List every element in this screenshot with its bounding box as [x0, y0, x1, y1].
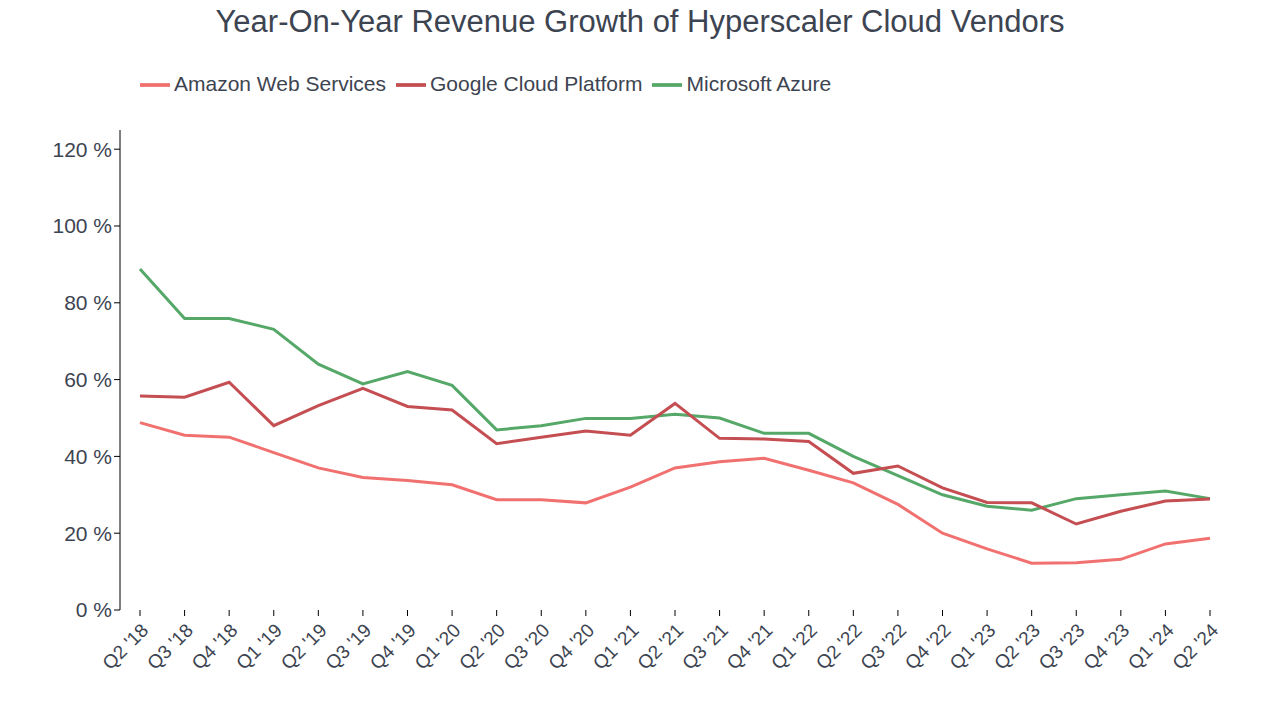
html-text:Google Cloud Platform: Google Cloud Platform: [430, 71, 643, 95]
svg-text:Q3 '20: Q3 '20: [500, 620, 554, 674]
svg-text:60 %: 60 %: [64, 368, 112, 391]
html-text:Year-On-Year Revenue Growth of: Year-On-Year Revenue Growth of Hyperscal…: [215, 4, 1065, 39]
svg-text:Q4 '18: Q4 '18: [188, 620, 242, 674]
svg-text:0 %: 0 %: [76, 598, 112, 621]
svg-text:Q1 '23: Q1 '23: [945, 620, 999, 674]
svg-text:Q4 '19: Q4 '19: [366, 620, 420, 674]
svg-text:Q4 '21: Q4 '21: [723, 620, 777, 674]
svg-text:Q1 '21: Q1 '21: [589, 620, 643, 674]
svg-text:20 %: 20 %: [64, 522, 112, 545]
svg-text:Q4 '23: Q4 '23: [1079, 620, 1133, 674]
svg-text:Q3 '19: Q3 '19: [321, 620, 375, 674]
svg-text:Q4 '22: Q4 '22: [901, 620, 955, 674]
svg-text:Q2 '18: Q2 '18: [98, 620, 152, 674]
svg-text:Q2 '22: Q2 '22: [812, 620, 866, 674]
html-text:Microsoft Azure: Microsoft Azure: [686, 71, 832, 95]
svg-text:Q2 '24: Q2 '24: [1168, 619, 1222, 673]
html-text:Amazon Web Services: Amazon Web Services: [174, 71, 386, 95]
svg-text:Q3 '23: Q3 '23: [1035, 620, 1089, 674]
svg-text:Q2 '20: Q2 '20: [455, 620, 509, 674]
svg-text:Q3 '18: Q3 '18: [143, 620, 197, 674]
svg-text:Q2 '19: Q2 '19: [277, 620, 331, 674]
svg-text:Q1 '24: Q1 '24: [1124, 619, 1178, 673]
svg-text:Q1 '19: Q1 '19: [232, 620, 286, 674]
svg-text:120 %: 120 %: [52, 138, 112, 161]
svg-text:80 %: 80 %: [64, 291, 112, 314]
svg-text:40 %: 40 %: [64, 445, 112, 468]
svg-text:Q2 '23: Q2 '23: [990, 620, 1044, 674]
svg-text:Q1 '22: Q1 '22: [767, 620, 821, 674]
svg-text:Q3 '21: Q3 '21: [678, 620, 732, 674]
svg-text:Q4 '20: Q4 '20: [544, 620, 598, 674]
svg-text:Q1 '20: Q1 '20: [410, 620, 464, 674]
svg-text:Q2 '21: Q2 '21: [633, 620, 687, 674]
svg-text:100 %: 100 %: [52, 214, 112, 237]
svg-text:Q3 '22: Q3 '22: [856, 620, 910, 674]
